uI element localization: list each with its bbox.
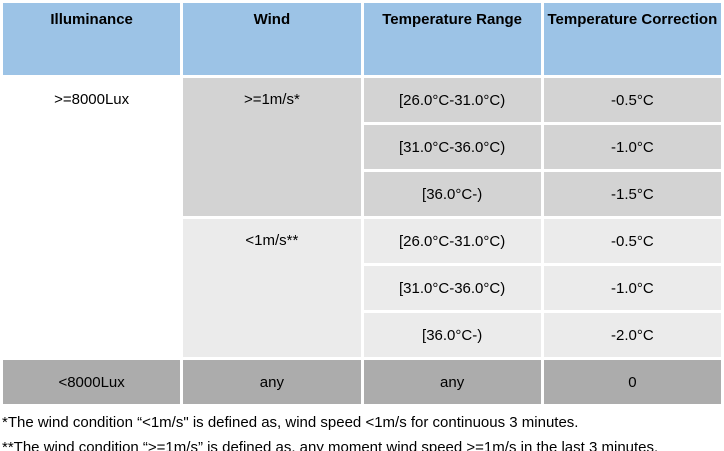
cell-range: [36.0°C-) [363,172,541,216]
header-cell-temperature-range: Temperature Range [363,3,541,75]
cell-range: [36.0°C-) [363,313,541,357]
cell-correction: -1.5°C [543,172,721,216]
cell-wind-lt1ms: <1m/s** [183,219,361,357]
footnote-wind-lt1ms: *The wind condition “<1m/s" is defined a… [2,414,579,431]
cell-range: [31.0°C-36.0°C) [363,125,541,169]
cell-correction: -0.5°C [543,78,721,122]
header-cell-temperature-correction: Temperature Correction [543,3,721,75]
table-row: [31.0°C-36.0°C) -1.0°C [3,125,721,169]
cell-correction-zero: 0 [543,360,721,404]
header-cell-wind: Wind [183,3,361,75]
cell-correction: -1.0°C [543,125,721,169]
cell-range: [31.0°C-36.0°C) [363,266,541,310]
table-row: [36.0°C-) -2.0°C [3,313,721,357]
cell-illuminance-high: >=8000Lux [3,78,181,357]
header-cell-illuminance: Illuminance [3,3,181,75]
cell-range: [26.0°C-31.0°C) [363,219,541,263]
table-row: [36.0°C-) -1.5°C [3,172,721,216]
cell-correction: -2.0°C [543,313,721,357]
footnotes: *The wind condition “<1m/s" is defined a… [0,410,724,451]
cell-illuminance-low: <8000Lux [3,360,181,404]
table-row: [31.0°C-36.0°C) -1.0°C [3,266,721,310]
table-row-low-illuminance: <8000Lux any any 0 [3,360,721,404]
table-header-row: Illuminance Wind Temperature Range Tempe… [3,3,721,75]
cell-wind-ge1ms: >=1m/s* [183,78,361,216]
temperature-correction-table: Illuminance Wind Temperature Range Tempe… [3,3,721,404]
cell-wind-any: any [183,360,361,404]
table-row: <1m/s** [26.0°C-31.0°C) -0.5°C [3,219,721,357]
table-row: >=8000Lux >=1m/s* [26.0°C-31.0°C) -0.5°C [3,78,721,357]
cell-correction: -1.0°C [543,266,721,310]
cell-range-any: any [363,360,541,404]
footnote-wind-ge1ms: **The wind condition “>=1m/s” is defined… [2,439,659,451]
cell-range: [26.0°C-31.0°C) [363,78,541,122]
cell-correction: -0.5°C [543,219,721,263]
